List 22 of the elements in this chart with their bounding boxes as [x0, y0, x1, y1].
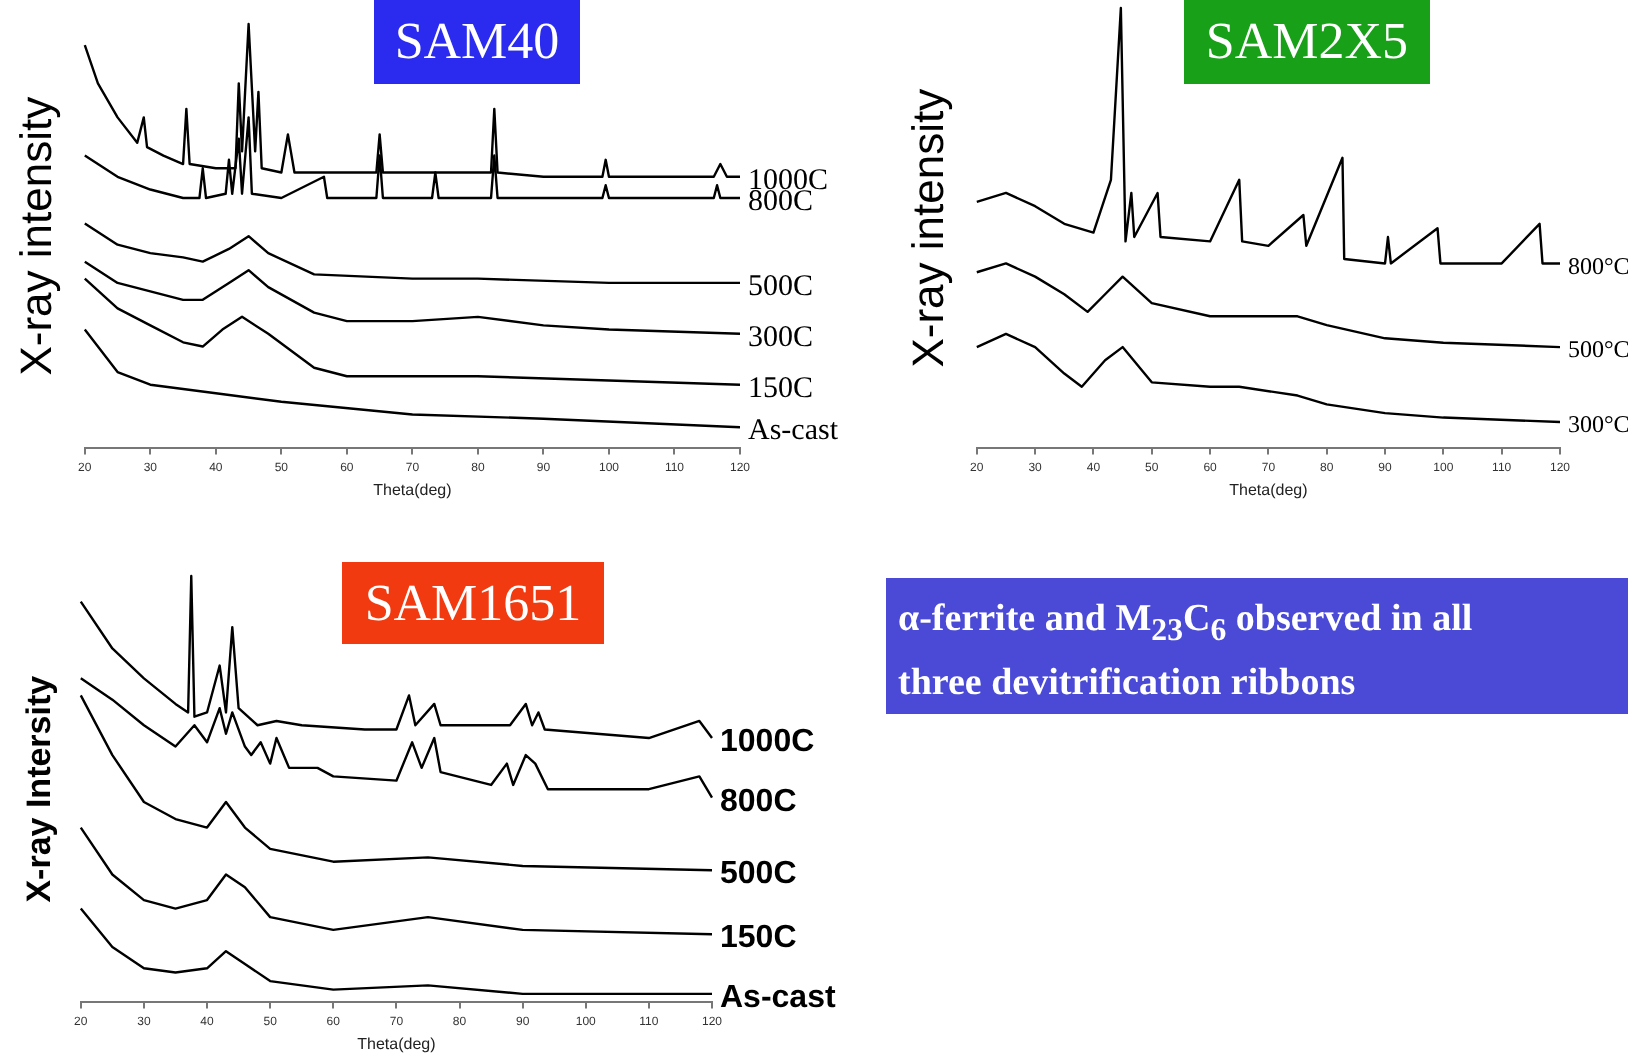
series-label: As-cast	[748, 415, 840, 448]
series-label: 300C	[748, 321, 814, 354]
chart-title: SAM40	[374, 0, 580, 84]
series-label: 800C	[720, 784, 798, 819]
series-label: 300°C	[1568, 410, 1628, 439]
series-label: 800°C	[1568, 251, 1628, 280]
series-label: 1000C	[720, 724, 816, 759]
series-label: 500C	[720, 857, 798, 892]
text: α-ferrite and M$_{23}$C$_{6}$ observed in all three devitrification ribbons	[886, 578, 1628, 714]
chart-title: SAM2X5	[1184, 0, 1430, 84]
series-label: As-cast	[720, 980, 837, 1015]
x-axis-title: Theta(deg)	[1229, 480, 1309, 499]
series-label: 150C	[720, 920, 798, 955]
series-label: 500°C	[1568, 335, 1628, 364]
series-label: 150C	[748, 372, 814, 405]
y-axis-title: X-ray Intersity	[19, 674, 58, 903]
chart-title: SAM1651	[342, 562, 604, 644]
x-axis-title: Theta(deg)	[357, 1034, 437, 1053]
x-axis-title: Theta(deg)	[373, 480, 453, 499]
series-label: 500C	[748, 270, 814, 303]
y-axis-title: X-ray intensity	[10, 96, 61, 376]
y-axis-title: X-ray intensity	[902, 88, 953, 368]
